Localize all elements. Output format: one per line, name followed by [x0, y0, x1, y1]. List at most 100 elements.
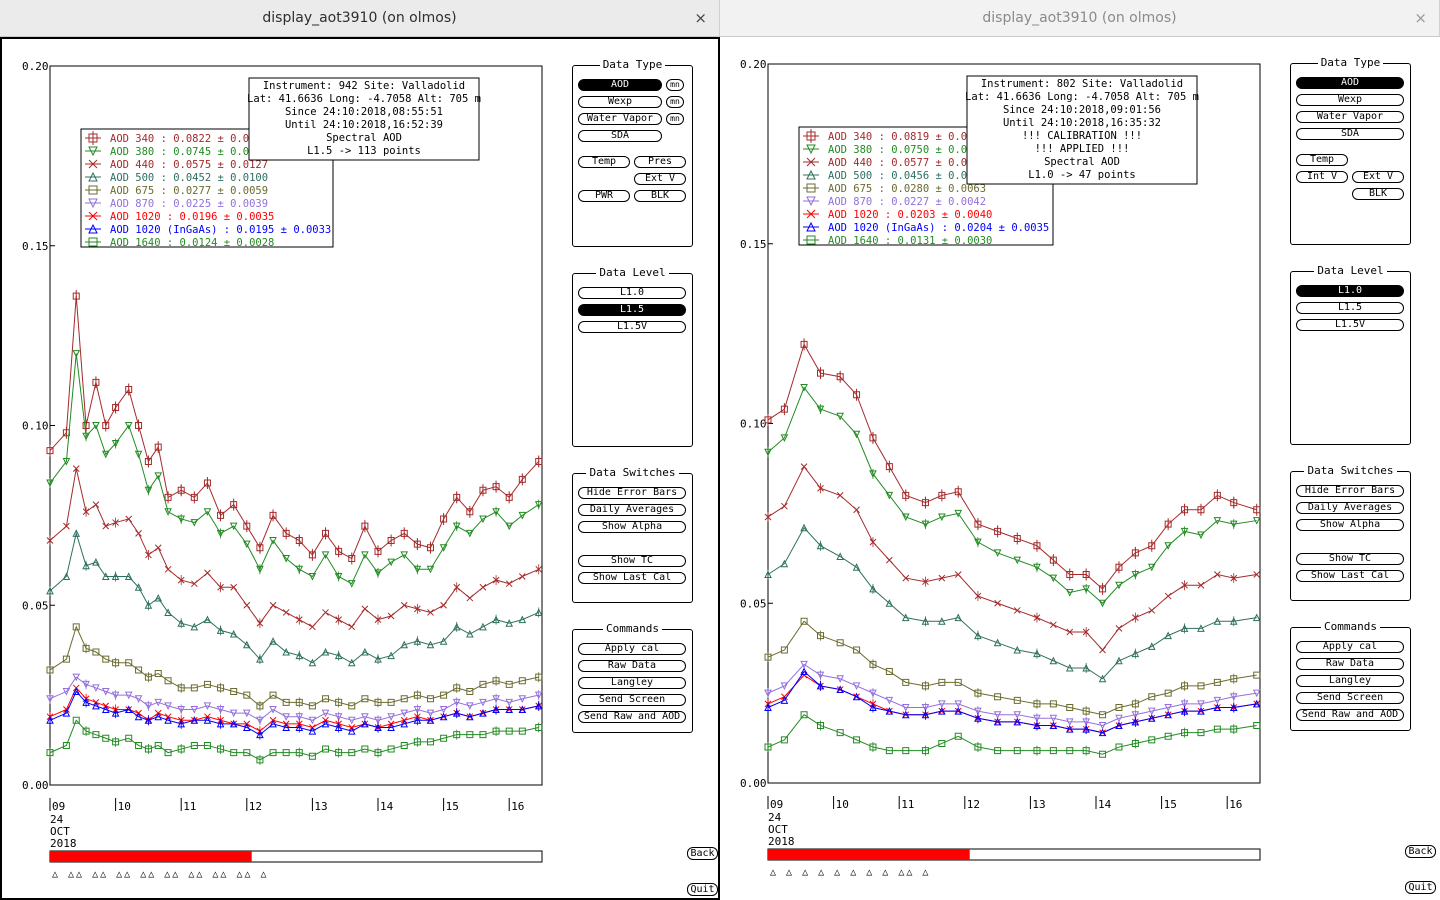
data-switch-button[interactable]: Show TC [1296, 553, 1404, 565]
data-point [1115, 561, 1123, 574]
data-level-button[interactable]: L1.5 [1296, 302, 1404, 314]
data-point [1131, 739, 1139, 747]
command-button[interactable]: Langley [578, 677, 686, 689]
panel-title: Data Type [1291, 56, 1410, 69]
legend-marker [803, 144, 819, 155]
data-type-button[interactable]: BLK [634, 190, 686, 202]
legend-entry: AOD 340 : 0.0822 ± 0.0 [110, 133, 249, 145]
data-point [1148, 607, 1156, 614]
data-switch-button[interactable]: Show Last Cal [1296, 570, 1404, 582]
data-switch-button[interactable]: Show TC [578, 555, 686, 567]
data-switch-button[interactable]: Show Alpha [578, 521, 686, 533]
data-point [800, 384, 808, 392]
data-type-panel: Data Type AOD mn Wexp mn Water Vapor mn SDA Temp… [572, 58, 693, 247]
data-level-button[interactable]: L1.0 [1296, 285, 1404, 297]
data-point [1197, 700, 1205, 709]
data-point [885, 599, 894, 607]
data-type-button[interactable]: Ext V [634, 173, 686, 185]
data-point [335, 698, 343, 706]
info-line: Until 24:10:2018,16:52:39 [285, 119, 443, 131]
window-titlebar[interactable]: display_aot3910 (on olmos) × [0, 0, 720, 37]
quit-button[interactable]: Quit [687, 883, 718, 896]
data-point [190, 716, 199, 724]
data-point [134, 712, 143, 721]
data-point [1197, 531, 1205, 540]
command-button[interactable]: Langley [1296, 675, 1404, 687]
data-point [72, 673, 81, 682]
data-point [1115, 714, 1123, 723]
series-line [767, 386, 1257, 604]
data-type-button[interactable]: BLK [1352, 188, 1404, 200]
window-titlebar[interactable]: display_aot3910 (on olmos) × [720, 0, 1440, 37]
data-point [852, 430, 861, 439]
data-point [282, 555, 290, 563]
command-button[interactable]: Apply cal [578, 643, 686, 655]
command-button[interactable]: Raw Data [578, 660, 686, 672]
back-button[interactable]: Back [1405, 845, 1436, 858]
data-type-button[interactable]: mn [666, 79, 684, 91]
data-point [800, 523, 808, 532]
data-point [479, 731, 487, 739]
data-point [1164, 704, 1172, 712]
command-button[interactable]: Apply cal [1296, 641, 1404, 653]
data-point [154, 670, 162, 678]
data-switch-button[interactable]: Hide Error Bars [578, 487, 686, 499]
close-icon[interactable]: × [1414, 9, 1427, 27]
data-level-button[interactable]: L1.5V [578, 321, 686, 333]
data-level-button[interactable]: L1.0 [578, 287, 686, 299]
command-button[interactable]: Raw Data [1296, 658, 1404, 670]
data-type-button[interactable]: SDA [578, 130, 662, 142]
data-point [1213, 517, 1222, 525]
data-point [1252, 689, 1261, 698]
data-type-button[interactable]: Wexp [578, 96, 662, 108]
data-type-button[interactable]: Ext V [1352, 171, 1404, 183]
legend-marker [85, 198, 101, 209]
time-slider-fill [50, 851, 252, 862]
data-switch-button[interactable]: Show Last Cal [578, 572, 686, 584]
data-point [242, 709, 251, 718]
data-switch-button[interactable]: Show Alpha [1296, 519, 1404, 531]
legend-marker [85, 146, 101, 157]
data-point [505, 619, 514, 627]
data-type-button[interactable]: Water Vapor [578, 113, 662, 125]
data-type-button[interactable]: Temp [1296, 154, 1348, 166]
y-tick-label: 0.05 [740, 597, 767, 610]
data-point [413, 691, 421, 699]
data-point [1065, 663, 1074, 672]
data-type-button[interactable]: mn [666, 96, 684, 108]
command-button[interactable]: Send Screen [1296, 692, 1404, 704]
data-level-button[interactable]: L1.5 [578, 304, 686, 316]
data-type-button[interactable]: Wexp [1296, 94, 1404, 106]
back-button[interactable]: Back [687, 847, 718, 860]
data-point [505, 680, 513, 688]
data-type-button[interactable]: Int V [1296, 171, 1348, 183]
y-tick-label: 0.10 [22, 420, 49, 433]
data-switch-button[interactable]: Daily Averages [578, 504, 686, 516]
data-type-button[interactable]: AOD [1296, 77, 1404, 89]
command-button[interactable]: Send Screen [578, 694, 686, 706]
data-type-button[interactable]: AOD [578, 79, 662, 91]
info-line: L1.0 -> 47 points [1028, 169, 1135, 181]
data-type-button[interactable]: PWR [578, 190, 630, 202]
close-icon[interactable]: × [694, 9, 707, 27]
data-point [387, 745, 395, 753]
data-type-button[interactable]: mn [666, 113, 684, 125]
data-type-button[interactable]: SDA [1296, 128, 1404, 140]
command-button[interactable]: Send Raw and AOD [1296, 709, 1404, 721]
window-content: 0.00 0.05 0.10 0.15 0.20 09 10 11 12 13 14 15 16 24 OC… [720, 37, 1440, 900]
data-point [135, 666, 143, 674]
data-point [1213, 617, 1222, 625]
data-point [921, 747, 929, 755]
quit-button[interactable]: Quit [1405, 881, 1436, 894]
data-switch-button[interactable]: Daily Averages [1296, 502, 1404, 514]
data-level-button[interactable]: L1.5V [1296, 319, 1404, 331]
data-point [974, 743, 982, 751]
data-type-button[interactable]: Water Vapor [1296, 111, 1404, 123]
panel-title: Data Level [1291, 264, 1410, 277]
data-switch-button[interactable]: Hide Error Bars [1296, 485, 1404, 497]
data-point [203, 680, 211, 688]
data-type-button[interactable]: Pres [634, 156, 686, 168]
command-button[interactable]: Send Raw and AOD [578, 711, 686, 723]
data-type-button[interactable]: Temp [578, 156, 630, 168]
data-point [203, 741, 211, 749]
